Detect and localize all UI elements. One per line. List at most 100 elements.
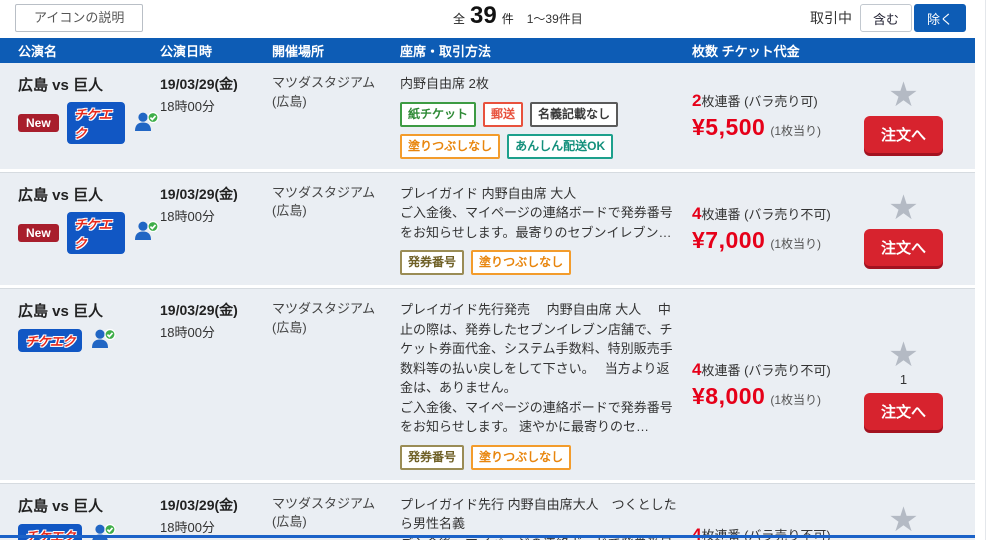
venue-cell: マツダスタジアム (広島): [272, 495, 400, 540]
favorite-star-icon[interactable]: ★: [888, 75, 919, 114]
event-time: 18時00分: [160, 519, 215, 535]
event-date: 19/03/29(金): [160, 76, 238, 92]
col-seat-method: 座席・取引方法: [400, 44, 492, 59]
event-title: 広島 vs 巨人: [18, 77, 104, 94]
event-time: 18時00分: [160, 325, 215, 340]
date-cell: 19/03/29(金) 18時00分: [160, 300, 272, 470]
no-fill-tag: 塗りつぶしなし: [400, 133, 501, 159]
page-edge-line: [985, 0, 986, 540]
badge-line: チケエク: [18, 328, 160, 353]
favorite-star-icon[interactable]: ★: [888, 335, 919, 374]
col-venue: 開催場所: [272, 44, 325, 59]
venue-name: マツダスタジアム: [272, 301, 376, 316]
no-fill-tag: 塗りつぶしなし: [471, 250, 572, 275]
seat-cell: プレイガイド 内野自由席 大人 ご入金後、マイページの連絡ボードで発券番号をお知…: [400, 184, 692, 275]
event-cell: 広島 vs 巨人 チケエク: [0, 495, 160, 540]
venue-area: (広島): [272, 319, 307, 335]
event-cell: 広島 vs 巨人 New チケエク: [0, 74, 160, 159]
event-date: 19/03/29(金): [160, 496, 238, 513]
ticket-row: 広島 vs 巨人 New チケエク 19/03/29(金) 18時00分 マツダ…: [0, 63, 975, 169]
price-note: (1枚当り): [770, 237, 822, 252]
venue-name: マツダスタジアム: [272, 184, 376, 200]
count-unit: 件: [501, 12, 514, 26]
order-button[interactable]: 注文へ: [863, 228, 943, 266]
new-badge: New: [18, 114, 59, 132]
seat-cell: 内野自由席 2枚 紙チケット 郵送 名義記載なし 塗りつぶしなし あんしん配送O…: [400, 74, 692, 159]
favorite-star-icon[interactable]: ★: [888, 501, 919, 539]
badge-line: New チケエク: [18, 211, 160, 254]
venue-cell: マツダスタジアム (広島): [272, 300, 400, 470]
new-badge: New: [18, 223, 59, 242]
no-fill-tag: 塗りつぶしなし: [471, 444, 572, 470]
badge-line: New チケエク: [18, 102, 160, 144]
action-cell: ★ 注文へ: [850, 188, 975, 266]
venue-name: マツダスタジアム: [272, 75, 376, 90]
event-title: 広島 vs 巨人: [18, 303, 104, 320]
favorite-count: 1: [899, 371, 908, 387]
bottom-divider-bar: [0, 535, 975, 538]
quantity-text: 枚連番 (バラ売り不可): [701, 362, 831, 378]
issue-number-tag: 発券番号: [400, 444, 465, 470]
table-header: 公演名 公演日時 開催場所 座席・取引方法 枚数 チケット代金: [0, 38, 975, 63]
quantity-text: 枚連番 (バラ売り不可): [701, 528, 831, 540]
event-cell: 広島 vs 巨人 チケエク: [0, 300, 160, 470]
seat-description: プレイガイド先行発売 内野自由席 大人 中止の際は、発券したセブンイレブン店舗で…: [400, 302, 673, 395]
verified-user-icon: [133, 111, 160, 136]
no-name-tag: 名義記載なし: [530, 101, 619, 127]
venue-cell: マツダスタジアム (広島): [272, 184, 400, 276]
quantity-number: 2: [692, 91, 702, 111]
ticket-row: 広島 vs 巨人 チケエク 19/03/29(金) 18時00分 マツダスタジア…: [0, 288, 975, 480]
icon-help-button[interactable]: アイコンの説明: [15, 4, 144, 32]
price-cell: 4枚連番 (バラ売り不可) ¥7,000 (1枚当り): [692, 204, 850, 254]
venue-name: マツダスタジアム: [272, 495, 376, 511]
seat-description: ご入金後、マイページの連絡ボードで発券番号をお知らせします。 速やかに最寄りのセ…: [400, 399, 673, 435]
action-cell: ★ 注文へ: [850, 75, 975, 153]
filter-include-button[interactable]: 含む: [859, 4, 912, 32]
ticket-rows: 広島 vs 巨人 New チケエク 19/03/29(金) 18時00分 マツダ…: [0, 63, 975, 540]
price-note: (1枚当り): [770, 392, 822, 407]
seat-cell: プレイガイド先行発売 内野自由席 大人 中止の際は、発券したセブンイレブン店舗で…: [400, 300, 692, 470]
quantity-number: 4: [692, 204, 702, 224]
tag-line: 紙チケット 郵送 名義記載なし 塗りつぶしなし あんしん配送OK: [400, 101, 682, 159]
price-cell: 4枚連番 (バラ売り不可) ¥8,000 (1枚当り): [692, 360, 850, 410]
safe-delivery-tag: あんしん配送OK: [507, 133, 614, 159]
event-title: 広島 vs 巨人: [18, 497, 104, 515]
event-time: 18時00分: [160, 208, 215, 224]
ticket-row: 広島 vs 巨人 New チケエク 19/03/29(金) 18時00分 マツダ…: [0, 171, 975, 285]
event-date: 19/03/29(金): [160, 302, 238, 318]
quantity-line: 2枚連番 (バラ売り可): [692, 91, 850, 111]
col-event-datetime: 公演日時: [160, 44, 213, 59]
topbar: アイコンの説明 全 39 件 1〜39件目 取引中 含む 除く: [0, 0, 975, 38]
col-event-name: 公演名: [18, 44, 58, 59]
count-range: 1〜39件目: [526, 12, 583, 26]
filter-exclude-button[interactable]: 除く: [913, 4, 966, 32]
tikeeku-badge: チケエク: [18, 329, 83, 352]
price-value: ¥8,000: [692, 382, 766, 409]
quantity-line: 4枚連番 (バラ売り不可): [692, 204, 850, 224]
venue-area: (広島): [272, 203, 307, 219]
quantity-text: 枚連番 (バラ売り可): [701, 94, 818, 110]
quantity-line: 4枚連番 (バラ売り不可): [692, 360, 850, 380]
event-time: 18時00分: [160, 99, 215, 114]
event-cell: 広島 vs 巨人 New チケエク: [0, 184, 160, 276]
seat-description: 内野自由席 2枚: [400, 76, 489, 91]
favorite-star-icon[interactable]: ★: [888, 188, 919, 227]
order-button[interactable]: 注文へ: [863, 115, 943, 153]
order-button[interactable]: 注文へ: [863, 392, 943, 430]
tikeeku-badge: チケエク: [66, 211, 125, 254]
venue-area: (広島): [272, 514, 307, 530]
favorite-count: 1: [900, 537, 907, 540]
seat-cell: プレイガイド先行 内野自由席大人 つくとしたら男性名義 ご入金後、マイページの連…: [400, 495, 692, 540]
issue-number-tag: 発券番号: [400, 250, 465, 275]
price-line: ¥8,000 (1枚当り): [692, 383, 850, 410]
seat-description: ご入金後、マイページの連絡ボードで発券番号をお知らせします。最寄りのセブンイレブ…: [400, 205, 673, 240]
trade-filter: 取引中 含む 除く: [810, 4, 966, 32]
quantity-number: 4: [692, 525, 702, 540]
quantity-text: 枚連番 (バラ売り不可): [701, 207, 831, 223]
count-prefix: 全: [453, 12, 466, 26]
date-cell: 19/03/29(金) 18時00分: [160, 184, 272, 276]
event-date: 19/03/29(金): [160, 185, 238, 202]
price-cell: 2枚連番 (バラ売り可) ¥5,500 (1枚当り): [692, 91, 850, 141]
price-line: ¥5,500 (1枚当り): [692, 114, 850, 141]
